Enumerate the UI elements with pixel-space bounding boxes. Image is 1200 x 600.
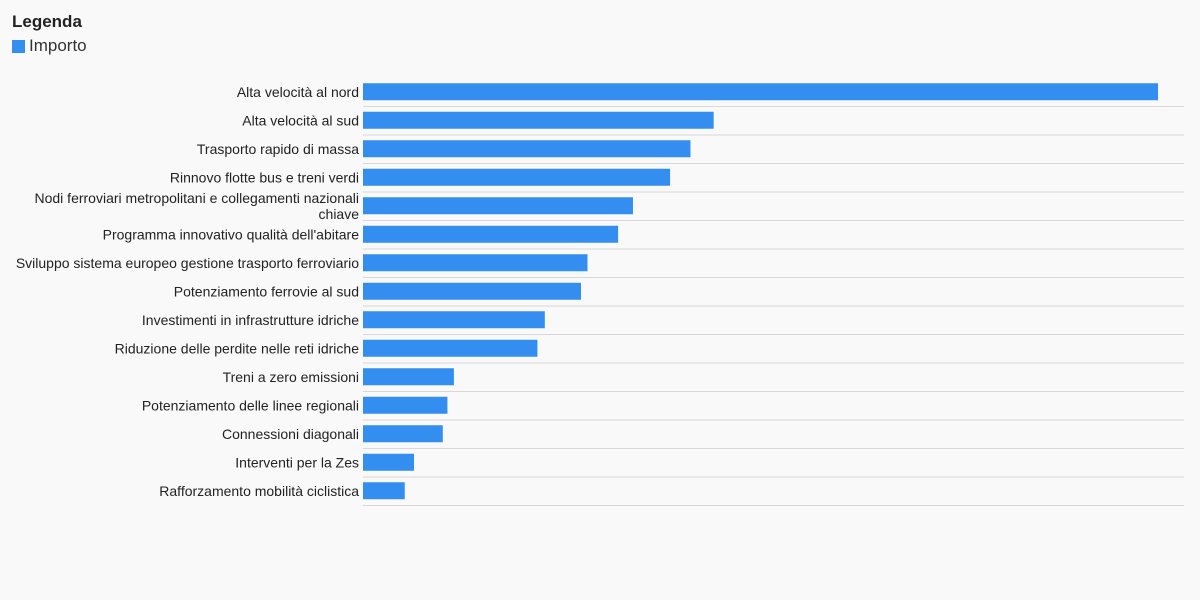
category-label: Alta velocità al nord xyxy=(237,84,359,100)
category-label: Alta velocità al sud xyxy=(242,112,359,128)
bar-12[interactable] xyxy=(363,396,448,414)
legend: Legenda Importo xyxy=(12,12,87,56)
bar-6[interactable] xyxy=(363,225,619,243)
legend-title: Legenda xyxy=(12,12,82,31)
category-label: Interventi per la Zes xyxy=(235,454,359,470)
legend-item-importo[interactable]: Importo xyxy=(12,36,87,56)
legend-swatch xyxy=(12,39,25,53)
bar-9[interactable] xyxy=(363,311,545,329)
bar-5[interactable] xyxy=(363,197,633,215)
bar-13[interactable] xyxy=(363,425,443,443)
category-label: Riduzione delle perdite nelle reti idric… xyxy=(115,340,360,356)
category-label: Treni a zero emissioni xyxy=(223,369,359,385)
category-label: Potenziamento delle linee regionali xyxy=(142,397,359,413)
category-label: Trasporto rapido di massa xyxy=(197,141,359,157)
bar-15[interactable] xyxy=(363,482,405,500)
category-label: Rafforzamento mobilità ciclistica xyxy=(159,483,359,499)
bar-3[interactable] xyxy=(363,140,691,158)
bar-11[interactable] xyxy=(363,368,454,386)
category-label: Sviluppo sistema europeo gestione traspo… xyxy=(16,255,359,271)
category-label: Nodi ferroviari metropolitani e collegam… xyxy=(35,190,360,222)
category-label: Investimenti in infrastrutture idriche xyxy=(142,312,359,328)
category-label: Rinnovo flotte bus e treni verdi xyxy=(170,169,359,185)
category-label: Programma innovativo qualità dell'abitar… xyxy=(103,226,360,242)
bar-2[interactable] xyxy=(363,111,714,129)
bar-1[interactable] xyxy=(363,83,1159,101)
category-label: Connessioni diagonali xyxy=(222,426,359,442)
legend-item-label: Importo xyxy=(29,36,87,55)
bar-8[interactable] xyxy=(363,282,582,300)
bar-7[interactable] xyxy=(363,254,588,272)
bar-4[interactable] xyxy=(363,168,671,186)
category-label: Potenziamento ferrovie al sud xyxy=(174,283,359,299)
bar-10[interactable] xyxy=(363,339,538,357)
bar-14[interactable] xyxy=(363,453,415,471)
